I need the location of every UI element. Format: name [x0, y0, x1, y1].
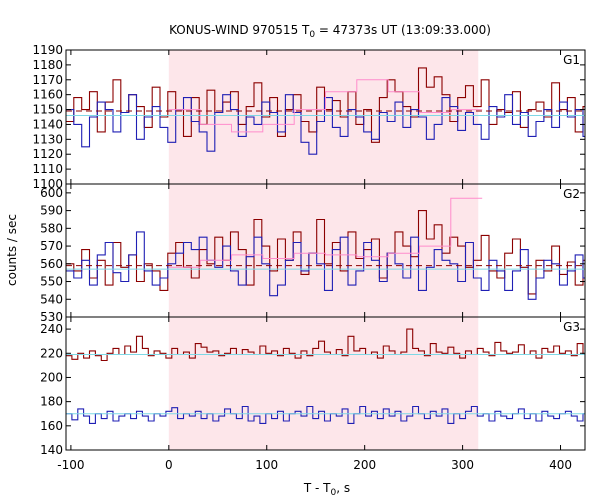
fit-line: [168, 197, 483, 268]
series-dark_red-line: [66, 328, 585, 362]
series-blue-line: [66, 94, 585, 155]
y-tick-label: 1120: [32, 147, 63, 161]
y-tick-label: 200: [40, 370, 63, 384]
panel-g1: 1100111011201130114011501160117011801190…: [32, 43, 586, 191]
y-tick-label: 180: [40, 395, 63, 409]
x-tick-label: 0: [165, 458, 173, 472]
y-tick-label: 1100: [32, 177, 63, 191]
panel-label: G1: [563, 53, 580, 67]
y-axis-label: counts / sec: [5, 214, 19, 286]
x-tick-label: 200: [353, 458, 376, 472]
y-tick-label: 220: [40, 346, 63, 360]
panel-g2: 530 540 550 560 570 580 590 600 G2: [40, 183, 586, 324]
series-blue-line: [66, 231, 585, 300]
x-tick-label: 100: [255, 458, 278, 472]
y-tick-label: 1110: [32, 162, 63, 176]
y-tick-label: 530: [40, 310, 63, 324]
y-tick-label: 160: [40, 419, 63, 433]
y-tick-label: 1140: [32, 117, 63, 131]
y-tick-label: 550: [40, 275, 63, 289]
y-tick-label: 1170: [32, 73, 63, 87]
panel-data: [66, 67, 585, 155]
y-tick-label: 570: [40, 239, 63, 253]
panel-data: [66, 328, 585, 424]
y-tick-label: 1160: [32, 88, 63, 102]
y-tick-label: 560: [40, 257, 63, 271]
y-tick-label: 1180: [32, 58, 63, 72]
panel-label: G3: [563, 320, 580, 334]
x-tick-label: 300: [451, 458, 474, 472]
panel-label: G2: [563, 187, 580, 201]
y-tick-label: 1150: [32, 103, 63, 117]
y-tick-label: 580: [40, 221, 63, 235]
y-tick-label: 140: [40, 443, 63, 457]
fit-line: [168, 79, 483, 133]
x-tick-label: -100: [57, 458, 84, 472]
panel-g3: 140 160 180 200 220 240 G3: [40, 316, 586, 457]
y-tick-label: 240: [40, 322, 63, 336]
y-tick-label: 1130: [32, 132, 63, 146]
x-tick-label: 400: [549, 458, 572, 472]
chart-title: KONUS-WIND 970515 T0 = 47373s UT (13:09:…: [169, 23, 491, 40]
y-tick-label: 540: [40, 292, 63, 306]
x-axis-label: T - T0, s: [303, 481, 350, 498]
y-tick-label: 590: [40, 204, 63, 218]
y-tick-label: 600: [40, 186, 63, 200]
panel-data: [66, 197, 585, 300]
y-tick-label: 1190: [32, 43, 63, 57]
panel-frame: [65, 316, 586, 451]
